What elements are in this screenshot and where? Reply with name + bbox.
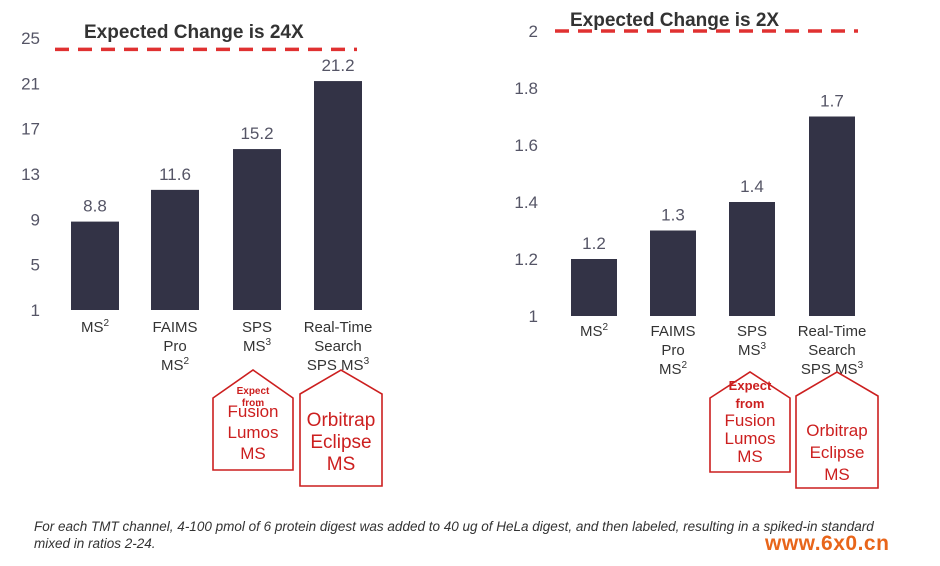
- y-tick-label: 9: [31, 210, 40, 229]
- y-tick-label: 2: [529, 22, 538, 41]
- y-tick-label: 13: [21, 165, 40, 184]
- instrument-tag-text: Orbitrap: [806, 421, 867, 440]
- y-tick-label: 5: [31, 256, 40, 275]
- bar-value-label: 8.8: [83, 197, 107, 216]
- superscript: 2: [602, 322, 608, 333]
- instrument-tag-small-text: Expect: [237, 386, 270, 397]
- y-tick-label: 25: [21, 29, 40, 48]
- category-label: MS3: [738, 341, 767, 359]
- superscript: 2: [681, 360, 687, 371]
- instrument-tag-text: MS: [824, 465, 850, 484]
- superscript: 3: [858, 360, 864, 371]
- category-label: FAIMS: [650, 323, 695, 340]
- instrument-tag-text: Eclipse: [810, 443, 865, 462]
- bar-value-label: 1.2: [582, 234, 606, 253]
- bar: [571, 259, 617, 316]
- y-tick-label: 1.2: [514, 250, 538, 269]
- y-tick-label: 1.6: [514, 136, 538, 155]
- category-label: Search: [314, 338, 362, 355]
- y-tick-label: 21: [21, 74, 40, 93]
- instrument-tag-outline: [299, 369, 383, 487]
- right-chart-group: 1 1.2 1.4 1.6 1.8 2 Expected Change is 2X 1.2 1.…: [514, 10, 879, 489]
- instrument-tag-text: MS: [240, 444, 266, 463]
- left-bar-chart: 1 5 9 13 17 21 25 Expected Change is 24X 8.8 11.6…: [21, 22, 383, 487]
- bar-value-label: 1.4: [740, 177, 764, 196]
- instrument-tag-text: Lumos: [227, 423, 278, 442]
- instrument-tag-outline: [795, 371, 879, 489]
- category-label: MS2: [580, 322, 609, 340]
- instrument-tag-outline: [212, 369, 294, 471]
- instrument-tag-text: MS: [327, 454, 356, 475]
- bar: [729, 202, 775, 316]
- instrument-tag-small-text: Expect: [729, 378, 772, 393]
- expected-change-annotation: Expected Change is 24X: [84, 22, 304, 43]
- right-bar-chart: 1 1.2 1.4 1.6 1.8 2 Expected Change is 2X 1.2 1.…: [514, 10, 879, 489]
- category-label: Real-Time: [304, 319, 373, 336]
- y-tick-label: 17: [21, 120, 40, 139]
- category-label: Real-Time: [798, 323, 867, 340]
- superscript: 2: [183, 356, 189, 367]
- watermark: www.6x0.cn: [765, 532, 890, 555]
- category-label: MS3: [243, 337, 272, 355]
- instrument-tag-text: Eclipse: [310, 432, 371, 453]
- bar: [151, 189, 199, 310]
- y-tick-label: 1.4: [514, 193, 538, 212]
- superscript: 3: [364, 356, 370, 367]
- instrument-tag-text: Orbitrap: [307, 410, 376, 431]
- bar-value-label: 1.3: [661, 206, 685, 225]
- category-label: SPS: [737, 323, 767, 340]
- expected-change-annotation: Expected Change is 2X: [570, 10, 779, 31]
- bar-value-label: 15.2: [240, 124, 273, 143]
- y-tick-label: 1: [529, 307, 538, 326]
- category-label: Pro: [163, 338, 186, 355]
- instrument-tag-small-text: from: [736, 396, 765, 411]
- category-label: MS2: [659, 360, 688, 378]
- y-tick-label: 1.8: [514, 79, 538, 98]
- bar: [650, 230, 696, 316]
- superscript: 3: [265, 337, 271, 348]
- superscript: 3: [760, 341, 766, 352]
- bar-value-label: 1.7: [820, 92, 844, 111]
- category-label: SPS MS3: [801, 360, 864, 378]
- superscript: 2: [103, 318, 109, 329]
- y-tick-label: 1: [31, 301, 40, 320]
- bar: [809, 116, 855, 316]
- category-label: Pro: [661, 342, 684, 359]
- instrument-tag-outline: [709, 371, 791, 473]
- instrument-tag-text: Fusion: [724, 411, 775, 430]
- instrument-tag-text: Fusion: [227, 402, 278, 421]
- footnote-caption: For each TMT channel, 4-100 pmol of 6 pr…: [34, 519, 874, 551]
- instrument-tag-text: MS: [737, 447, 763, 466]
- instrument-tag-small-text: from: [242, 398, 264, 409]
- category-label: Search: [808, 342, 856, 359]
- bar: [233, 149, 281, 310]
- category-label: SPS: [242, 319, 272, 336]
- left-chart-group: 1 5 9 13 17 21 25 Expected Change is 24X 8.8 11.6…: [21, 22, 383, 487]
- category-label: MS2: [161, 356, 190, 374]
- bar: [71, 221, 119, 310]
- category-label: FAIMS: [152, 319, 197, 336]
- bar-value-label: 21.2: [321, 56, 354, 75]
- category-label: SPS MS3: [307, 356, 370, 374]
- bar-value-label: 11.6: [159, 165, 191, 184]
- bar: [314, 81, 362, 310]
- category-label: MS2: [81, 318, 110, 336]
- instrument-tag-text: Lumos: [724, 429, 775, 448]
